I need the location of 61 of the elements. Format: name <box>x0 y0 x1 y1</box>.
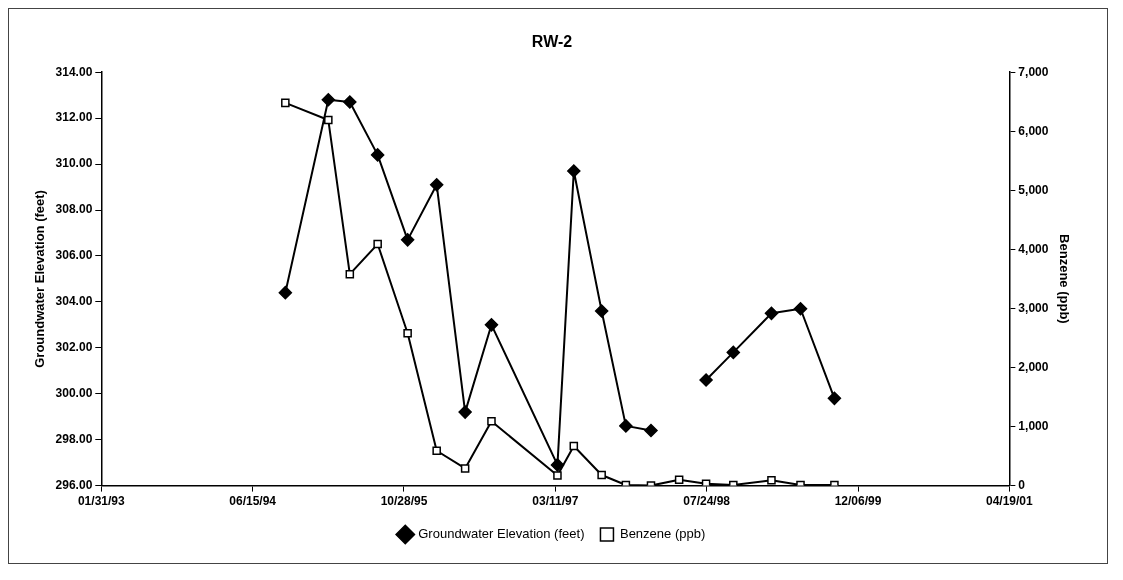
y2-tick-label: 2,000 <box>1018 359 1049 374</box>
point <box>553 471 562 480</box>
point <box>619 419 633 433</box>
point <box>373 239 382 249</box>
x-tick-label: 07/24/98 <box>683 494 731 509</box>
point <box>458 405 472 419</box>
point <box>429 177 444 192</box>
y2-tick-label: 3,000 <box>1018 300 1049 315</box>
y2-tick-label: 4,000 <box>1018 241 1049 256</box>
y-axis-title: Groundwater Elevation (feet) <box>32 190 48 368</box>
point <box>487 416 496 426</box>
y2-tick-label: 5,000 <box>1018 182 1049 197</box>
point <box>567 164 581 178</box>
y2-tick-label: 7,000 <box>1018 64 1049 79</box>
point <box>403 328 412 338</box>
y-tick-label: 296.00 <box>55 477 93 492</box>
x-tick-label: 12/06/99 <box>834 494 882 509</box>
point <box>278 285 293 300</box>
y-tick-label: 298.00 <box>55 431 93 446</box>
y-tick-label: 304.00 <box>55 294 93 309</box>
point <box>432 446 441 456</box>
point <box>764 306 779 321</box>
x-tick-label: 06/15/94 <box>229 494 277 509</box>
point <box>460 464 470 473</box>
point <box>594 304 609 318</box>
x-tick-label: 10/28/95 <box>380 494 428 509</box>
point <box>726 345 741 360</box>
y2-tick-label: 0 <box>1018 477 1026 492</box>
y2-tick-label: 6,000 <box>1018 123 1049 138</box>
point <box>644 423 658 438</box>
y-tick-label: 302.00 <box>55 340 93 355</box>
point <box>370 148 385 162</box>
point <box>345 269 355 279</box>
point <box>699 373 713 387</box>
point <box>767 476 776 485</box>
y-tick-label: 300.00 <box>55 386 93 401</box>
y-tick-label: 310.00 <box>55 156 93 171</box>
point <box>343 95 357 109</box>
point <box>597 470 606 480</box>
point <box>324 115 333 125</box>
point <box>321 93 336 107</box>
y-tick-label: 314.00 <box>55 64 93 79</box>
y2-tick-label: 1,000 <box>1018 418 1049 433</box>
point <box>793 302 808 316</box>
legend-label: Benzene (ppb) <box>619 526 706 542</box>
chart-title: RW-2 <box>531 33 573 51</box>
x-tick-label: 01/31/93 <box>77 494 125 509</box>
y-tick-label: 308.00 <box>55 202 93 217</box>
point <box>281 98 290 108</box>
legend-label: Groundwater Elevation (feet) <box>418 526 585 542</box>
x-tick-label: 04/19/01 <box>986 494 1034 509</box>
y-tick-label: 306.00 <box>55 248 93 263</box>
point <box>400 233 415 247</box>
point <box>550 458 565 472</box>
x-tick-label: 03/11/97 <box>532 494 579 509</box>
point <box>674 475 684 484</box>
point <box>484 318 499 332</box>
point <box>569 441 579 451</box>
y2-axis-title: Benzene (ppb) <box>1056 234 1072 324</box>
point <box>827 391 842 406</box>
y-tick-label: 312.00 <box>55 110 93 125</box>
